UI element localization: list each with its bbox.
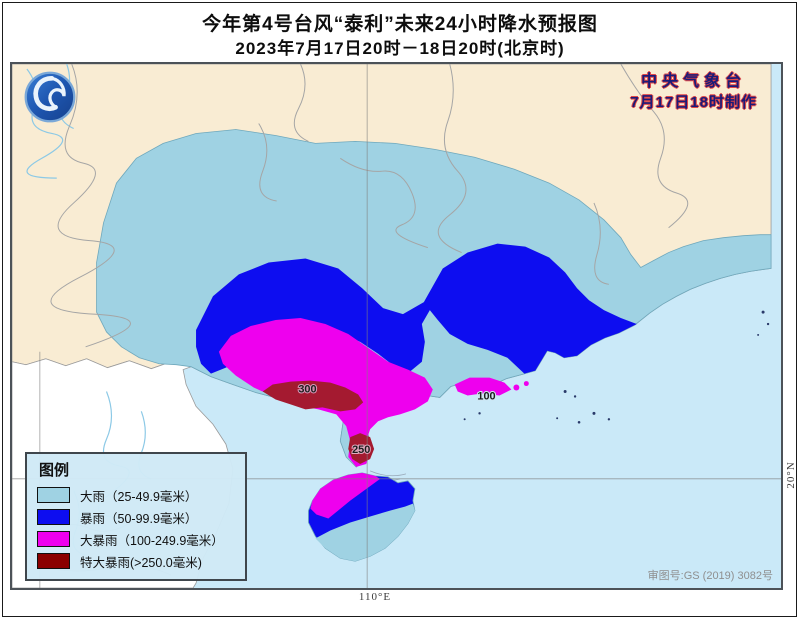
map-approval-number: 审图号:GS (2019) 3082号 (647, 570, 773, 582)
page-subtitle: 2023年7月17日20时－18日20时(北京时) (235, 39, 565, 58)
rain-area-extreme (262, 380, 364, 412)
hainan-severe-band (310, 472, 381, 519)
contour-label-250: 250 (352, 444, 370, 456)
cma-logo-icon (24, 71, 76, 123)
longitude-label: 110°E (358, 591, 392, 603)
latitude-label: 20°N (785, 461, 797, 489)
legend-swatch-extreme (37, 553, 70, 569)
rain-spot-severe (513, 384, 520, 391)
hainan-heavy-band (315, 503, 415, 562)
legend-item-storm: 暴雨（50-99.9毫米） (37, 506, 235, 528)
rain-area-storm (196, 243, 637, 374)
legend-swatch-storm (37, 509, 70, 525)
small-islands (463, 310, 770, 424)
forecast-map: 300 250 100 中央气象台 7月17日18时制作 图例 (10, 62, 783, 590)
rain-area-severe-coastal (454, 377, 512, 396)
contour-label-100: 100 (477, 390, 495, 402)
legend-title: 图例 (39, 462, 70, 479)
legend-swatch-severe (37, 531, 70, 547)
rain-area-extreme-leizhou (348, 433, 375, 464)
rain-spot-severe (523, 381, 529, 387)
agency-issue-time: 7月17日18时制作 (630, 93, 757, 111)
legend-swatch-heavy (37, 487, 70, 503)
legend-item-extreme: 特大暴雨(>250.0毫米) (37, 550, 235, 572)
legend-item-severe: 大暴雨（100-249.9毫米） (37, 528, 235, 550)
legend-label-storm: 暴雨（50-99.9毫米） (80, 511, 198, 526)
agency-block: 中央气象台 7月17日18时制作 (630, 72, 757, 112)
legend-label-heavy: 大雨（25-49.9毫米） (80, 489, 198, 504)
legend-label-severe: 大暴雨（100-249.9毫米） (80, 533, 224, 548)
contour-label-300: 300 (298, 384, 316, 396)
agency-name: 中央气象台 (641, 73, 747, 90)
legend-item-heavy: 大雨（25-49.9毫米） (37, 484, 235, 506)
legend-box: 图例 大雨（25-49.9毫米） 暴雨（50-99.9毫米） 大暴雨（100-2… (25, 452, 247, 581)
page-title: 今年第4号台风“泰利”未来24小时降水预报图 (202, 14, 598, 35)
legend-label-extreme: 特大暴雨(>250.0毫米) (80, 555, 202, 570)
